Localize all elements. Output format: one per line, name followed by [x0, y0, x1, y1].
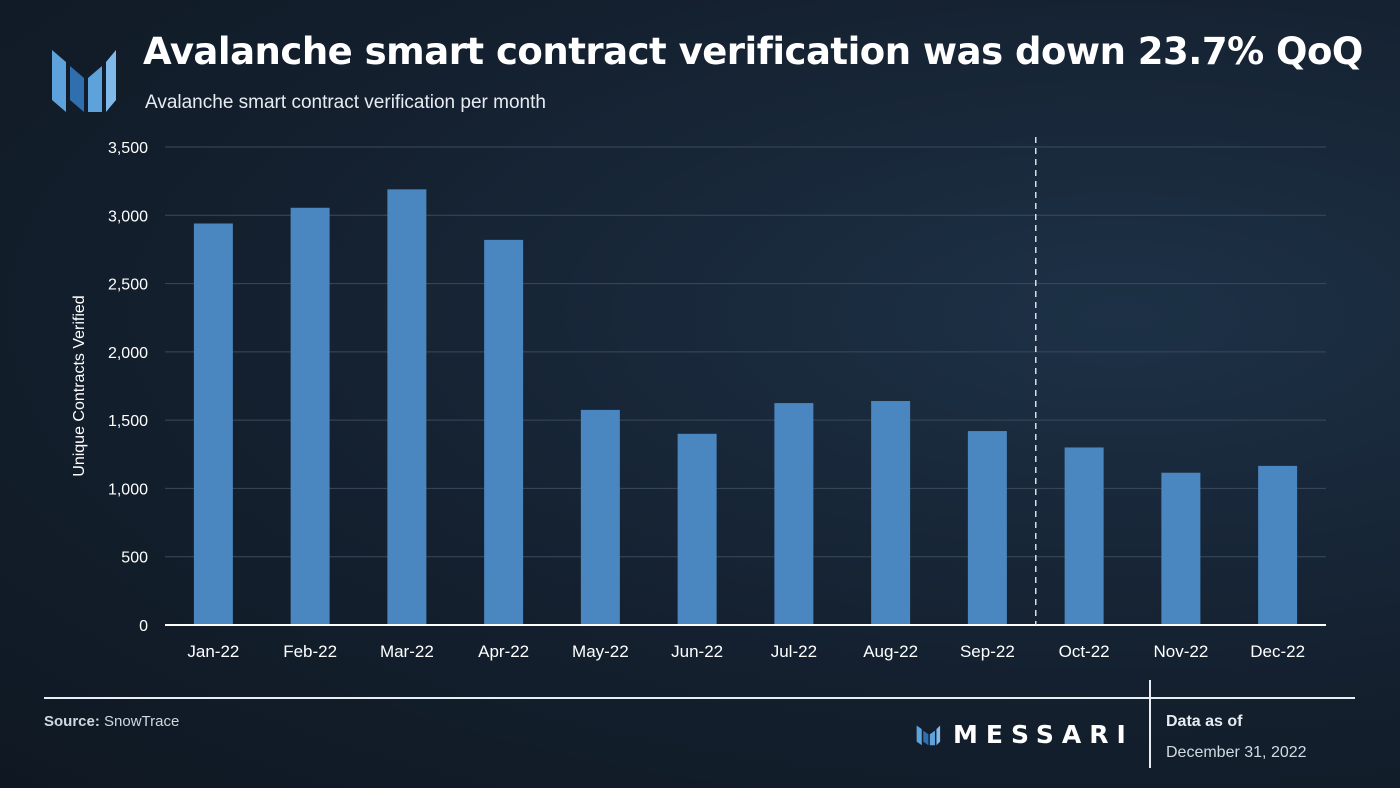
bar	[871, 401, 911, 625]
y-tick-label: 1,000	[108, 481, 148, 498]
bar	[290, 207, 330, 625]
x-tick-label: May-22	[572, 642, 629, 661]
y-tick-label: 500	[121, 550, 148, 567]
messari-brand-icon	[916, 724, 941, 745]
x-tick-label: Apr-22	[478, 642, 529, 661]
x-tick-label: Nov-22	[1153, 642, 1208, 661]
footer-divider	[44, 697, 1355, 699]
y-tick-label: 2,500	[108, 277, 148, 294]
brand-name: MESSARI	[953, 720, 1134, 749]
y-tick-label: 2,000	[108, 345, 148, 362]
source-label: Source:	[44, 713, 100, 730]
bar	[1064, 447, 1104, 625]
y-tick-label: 3,000	[108, 208, 148, 225]
x-tick-label: Aug-22	[863, 642, 918, 661]
bar	[967, 431, 1007, 625]
x-tick-label: Sep-22	[960, 642, 1015, 661]
bar	[580, 409, 620, 625]
chart-title: Avalanche smart contract verification wa…	[143, 30, 1363, 73]
x-tick-label: Feb-22	[283, 642, 337, 661]
source-note: Source: SnowTrace	[44, 713, 179, 730]
brand: MESSARI	[915, 720, 1134, 749]
y-axis-label: Unique Contracts Verified	[71, 295, 88, 476]
bar	[774, 403, 814, 625]
x-tick-label: Mar-22	[380, 642, 434, 661]
y-tick-label: 1,500	[108, 413, 148, 430]
bar	[677, 433, 717, 625]
data-as-of-label: Data as of	[1166, 713, 1243, 730]
y-tick-label: 0	[139, 618, 148, 635]
bar	[193, 223, 233, 626]
x-tick-label: Jun-22	[671, 642, 723, 661]
bar-chart: 0 500 1,000 1,500 2,000 2,500 3,000 3,500 Jan-22…	[71, 137, 1326, 661]
y-tick-label: 3,500	[108, 140, 148, 157]
bar	[1161, 472, 1201, 625]
bar	[1258, 465, 1298, 625]
bar	[484, 239, 524, 625]
chart-subtitle: Avalanche smart contract verification pe…	[145, 92, 546, 113]
messari-logo-icon	[52, 50, 116, 112]
footer-vertical-divider	[1149, 680, 1151, 768]
x-tick-label: Jul-22	[771, 642, 817, 661]
bar	[387, 189, 427, 625]
source-value: SnowTrace	[104, 713, 180, 730]
x-tick-label: Jan-22	[187, 642, 239, 661]
x-tick-label: Oct-22	[1059, 642, 1110, 661]
data-as-of-date: December 31, 2022	[1166, 744, 1307, 761]
x-tick-label: Dec-22	[1250, 642, 1305, 661]
